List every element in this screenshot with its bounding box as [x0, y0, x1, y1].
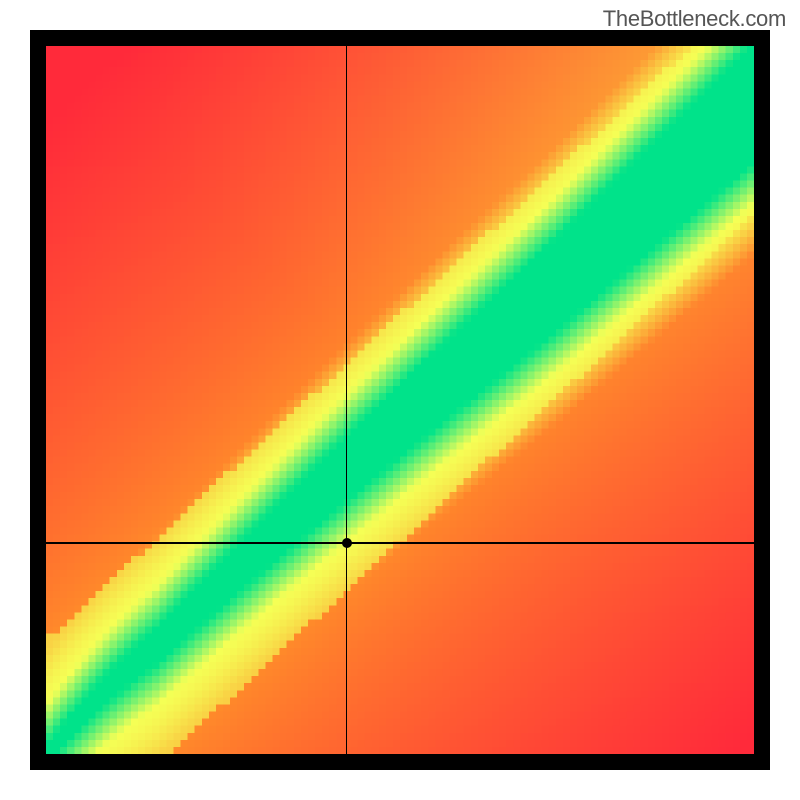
crosshair-horizontal — [46, 542, 754, 543]
crosshair-vertical — [346, 46, 347, 754]
chart-frame — [30, 30, 770, 770]
watermark-text: TheBottleneck.com — [603, 6, 786, 32]
crosshair-marker — [342, 538, 352, 548]
bottleneck-heatmap — [46, 46, 754, 754]
